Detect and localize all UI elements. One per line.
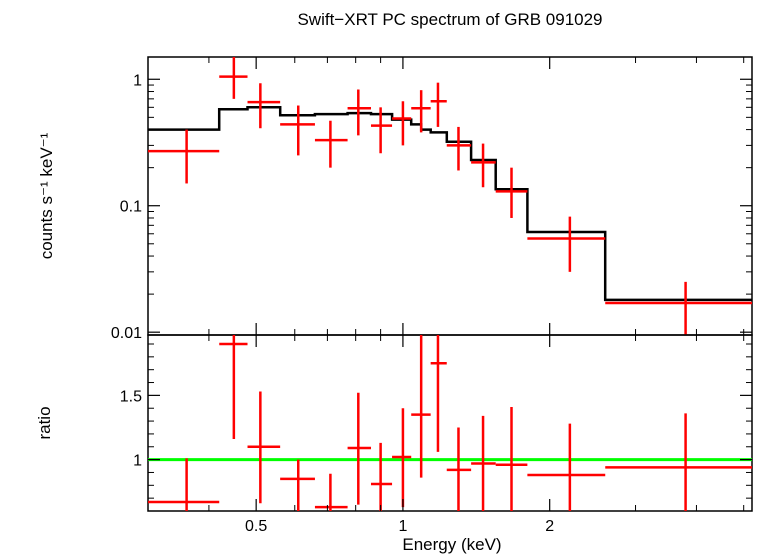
spectrum-data-point — [370, 107, 393, 154]
ratio-data-point — [148, 458, 220, 511]
spectrum-data-point — [314, 120, 348, 168]
ratio-data-point — [219, 335, 248, 440]
spectrum-data-point — [495, 167, 528, 218]
spectrum-panel: 0.01 0.1 1 counts s⁻¹ keV⁻¹ — [37, 56, 753, 342]
model-step-line — [148, 106, 752, 302]
spectrum-y-axis-label: counts s⁻¹ keV⁻¹ — [37, 132, 56, 259]
y-tick-label: 0.1 — [120, 199, 142, 216]
spectrum-data-point — [430, 82, 447, 127]
x-tick-label: 2 — [545, 518, 554, 535]
ratio-data-point — [280, 459, 315, 511]
spectrum-data-point — [527, 216, 606, 272]
ratio-y-tick-label: 1 — [133, 453, 142, 470]
ratio-data-point — [430, 335, 447, 452]
x-axis-label: Energy (keV) — [402, 535, 501, 554]
spectrum-axis-ticks: 0.01 0.1 1 — [111, 57, 752, 342]
ratio-data-point — [247, 391, 281, 504]
spectrum-data-point — [605, 281, 752, 335]
ratio-data-point — [471, 415, 496, 511]
ratio-data-point — [314, 473, 348, 511]
ratio-panel: 1 1.5 0.5 1 2 ratio Energy (keV) — [35, 334, 753, 554]
ratio-y-axis-label: ratio — [35, 406, 54, 439]
ratio-data-point — [411, 335, 431, 478]
ratio-data-point — [605, 413, 752, 511]
spectrum-data-points — [148, 57, 752, 335]
spectrum-data-point — [446, 126, 472, 171]
ratio-data-point — [446, 427, 472, 511]
spectrum-data-point — [411, 90, 431, 133]
spectrum-panel-frame — [147, 56, 753, 336]
model-step-path — [148, 106, 752, 302]
x-tick-label: 0.5 — [245, 518, 267, 535]
ratio-data-point — [527, 423, 606, 511]
ratio-data-point — [495, 406, 528, 511]
ratio-axis-ticks: 1 1.5 0.5 1 2 — [120, 335, 752, 535]
spectrum-data-point — [347, 89, 371, 136]
spectrum-data-point — [219, 57, 248, 99]
spectrum-data-point — [471, 143, 496, 188]
ratio-data-point — [370, 442, 393, 511]
ratio-data-points — [148, 335, 752, 511]
chart-title: Swift−XRT PC spectrum of GRB 091029 — [297, 10, 602, 29]
ratio-data-point — [392, 408, 412, 508]
spectrum-data-point — [148, 129, 220, 184]
y-tick-label: 1 — [133, 72, 142, 89]
ratio-y-tick-label: 1.5 — [120, 388, 142, 405]
ratio-data-point — [347, 392, 371, 505]
x-tick-label: 1 — [398, 518, 407, 535]
spectrum-data-point — [247, 83, 281, 129]
ratio-panel-frame — [147, 334, 753, 512]
spectrum-data-point — [392, 101, 412, 146]
spectrum-data-point — [280, 105, 315, 156]
y-tick-label: 0.01 — [111, 325, 142, 342]
